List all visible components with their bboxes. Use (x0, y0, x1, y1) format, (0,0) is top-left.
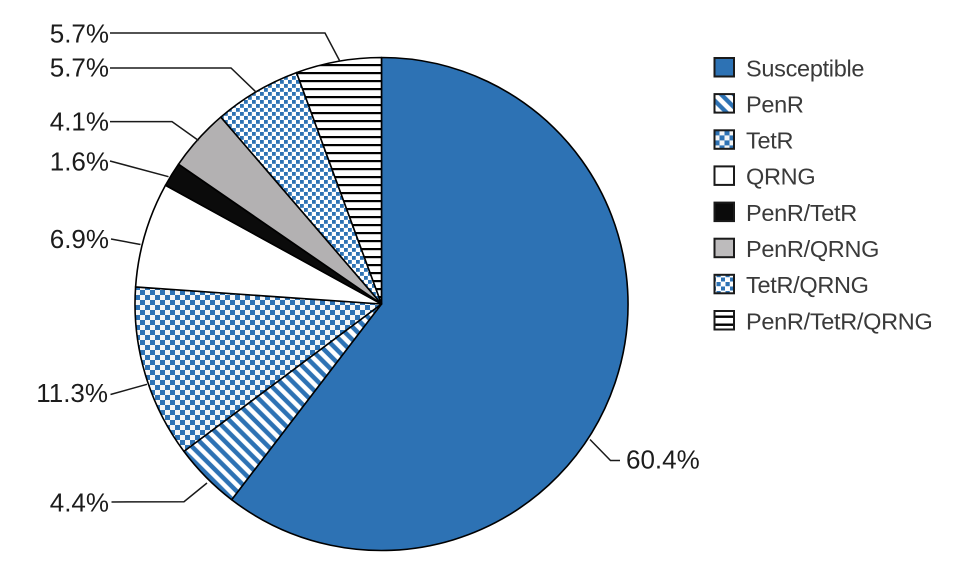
svg-text:QRNG: QRNG (746, 164, 815, 190)
svg-text:PenR/TetR/QRNG: PenR/TetR/QRNG (746, 308, 932, 334)
svg-text:1.6%: 1.6% (50, 147, 109, 177)
svg-text:5.7%: 5.7% (50, 19, 109, 49)
svg-text:PenR/QRNG: PenR/QRNG (746, 236, 879, 262)
svg-text:11.3%: 11.3% (36, 378, 108, 408)
svg-text:PenR: PenR (746, 91, 804, 117)
svg-text:TetR: TetR (746, 128, 793, 154)
svg-text:60.4%: 60.4% (626, 445, 700, 475)
svg-text:6.9%: 6.9% (50, 224, 109, 254)
svg-text:4.4%: 4.4% (50, 488, 109, 518)
svg-text:4.1%: 4.1% (50, 107, 109, 137)
svg-text:TetR/QRNG: TetR/QRNG (746, 272, 869, 298)
svg-text:PenR/TetR: PenR/TetR (746, 200, 857, 226)
svg-text:5.7%: 5.7% (50, 53, 109, 83)
svg-text:Susceptible: Susceptible (746, 55, 864, 81)
